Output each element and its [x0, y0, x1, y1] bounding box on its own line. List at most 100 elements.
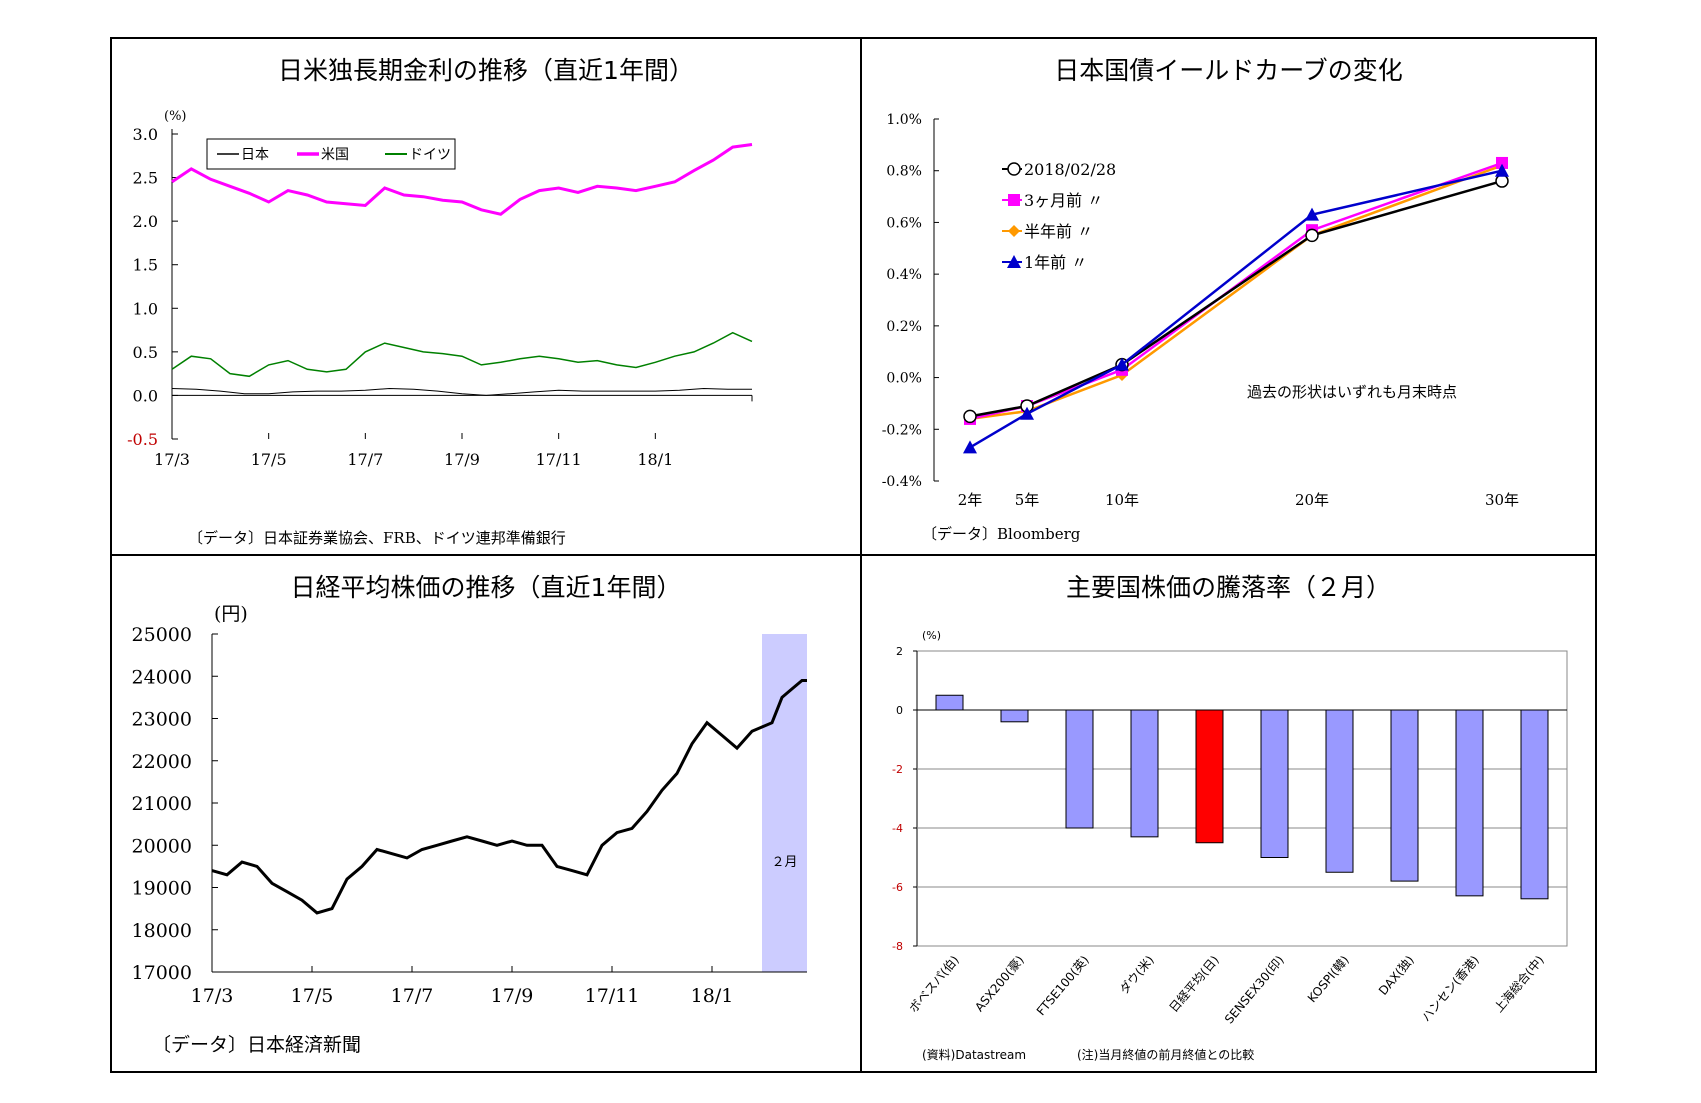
y-tick-label: 22000: [132, 751, 192, 773]
series-line-2: [171, 331, 753, 378]
legend-marker: [1008, 194, 1020, 206]
x-tick-label: FTSE100(英): [1034, 953, 1092, 1018]
y-tick-label: 0.6%: [886, 215, 922, 231]
x-tick-label: 17/11: [585, 985, 640, 1007]
y-tick-label: -8: [892, 940, 903, 953]
legend-label: 3ヶ月前 〃: [1024, 191, 1103, 210]
x-tick-label: 20年: [1295, 491, 1329, 509]
x-tick-label: 17/3: [191, 985, 234, 1007]
bar: [1130, 709, 1159, 838]
x-tick-label: 2年: [958, 491, 983, 509]
nikkei-chart: ２月 (円) 25000 24000 23000 22000 21000 20000 19000…: [132, 603, 807, 1007]
x-tick-label: 日経平均(日): [1166, 953, 1221, 1015]
data-point: [1305, 207, 1319, 221]
x-tick-label: 17/7: [391, 985, 434, 1007]
chart-title: 日米独長期金利の推移（直近1年間）: [278, 56, 694, 85]
bond-yields-chart: (%) 3.0 2.5 2.0 1.5 1.0 0.5 0.0 -0.517/3 17/5 17/7…: [127, 109, 753, 469]
series-line-3: [969, 169, 1503, 449]
data-point: [963, 409, 977, 424]
y-tick-label: -0.5: [127, 430, 158, 449]
legend-marker: [1008, 225, 1020, 237]
y-tick-label: 0.5: [133, 343, 158, 362]
chart-note: 過去の形状はいずれも月末時点: [1247, 383, 1458, 401]
legend-marker: [1007, 255, 1021, 268]
y-tick-label: -4: [892, 822, 903, 835]
x-tick-label: 17/5: [251, 450, 287, 469]
y-tick-label: 0.0%: [886, 371, 922, 387]
bar: [1455, 709, 1484, 897]
x-tick-label: 5年: [1015, 491, 1040, 509]
bar: [1000, 709, 1029, 723]
y-tick-label: 17000: [132, 962, 192, 984]
x-tick-label: ダウ(米): [1116, 952, 1157, 996]
chart-source: 〔データ〕日本証券業協会、FRB、ドイツ連邦準備銀行: [188, 529, 566, 547]
chart-source: 〔データ〕日本経済新聞: [152, 1034, 362, 1056]
y-tick-label: -0.4%: [882, 474, 922, 490]
data-point: [1305, 228, 1319, 243]
data-point: [963, 440, 977, 454]
x-tick-label: 18/1: [691, 985, 734, 1007]
y-tick-label: 0.4%: [886, 267, 922, 283]
y-tick-label: 2: [896, 645, 903, 658]
panel-nikkei: 日経平均株価の推移（直近1年間） ２月 (円) 25000 24000 23000 220…: [112, 556, 862, 1071]
x-tick-label: 30年: [1485, 491, 1519, 509]
bar: [1520, 709, 1549, 900]
x-tick-label: 17/9: [491, 985, 534, 1007]
x-tick-label: 17/3: [154, 450, 190, 469]
panel-bond-yields: 日米独長期金利の推移（直近1年間） (%) 3.0 2.5 2.0 1.5 1.0 0.5 0…: [112, 39, 862, 556]
data-point: [1495, 163, 1509, 177]
data-point: [1496, 156, 1508, 169]
legend-marker: [1007, 162, 1021, 176]
data-point: [1020, 406, 1034, 420]
y-tick-label: 0: [896, 704, 903, 717]
series-line: [211, 679, 807, 915]
bar: [935, 694, 964, 711]
data-point: [1115, 357, 1129, 371]
bar: [1390, 709, 1419, 882]
x-tick-label: ASX200(豪): [971, 952, 1026, 1014]
legend-label: 米国: [321, 147, 349, 163]
x-tick-label: ハンセン(香港): [1419, 953, 1482, 1024]
y-tick-label: -2: [892, 763, 903, 776]
y-tick-label: 3.0: [133, 125, 158, 144]
y-tick-label: 1.0%: [886, 112, 922, 128]
legend-box: [206, 138, 456, 170]
legend-label: ドイツ: [409, 147, 451, 163]
y-tick-label: 0.2%: [886, 319, 922, 335]
y-axis-unit: (円): [214, 603, 248, 625]
x-tick-label: 17/9: [444, 450, 480, 469]
x-tick-label: KOSPI(韓): [1305, 953, 1352, 1005]
y-tick-label: 23000: [132, 709, 192, 731]
legend-label: 日本: [241, 147, 269, 163]
y-axis-unit: (%): [922, 629, 941, 642]
x-tick-label: 17/5: [291, 985, 334, 1007]
x-tick-label: DAX(独): [1376, 953, 1417, 998]
bar: [1325, 709, 1354, 873]
chart-source: 〔データ〕Bloomberg: [922, 525, 1081, 543]
y-tick-label: 2.0: [133, 212, 158, 231]
y-tick-label: 21000: [132, 793, 192, 815]
chart-title: 日本国債イールドカーブの変化: [1054, 56, 1403, 85]
y-tick-label: 1.0: [133, 299, 158, 318]
y-tick-label: 19000: [132, 878, 192, 900]
data-point: [1495, 174, 1509, 188]
x-tick-label: SENSEX30(印): [1222, 953, 1287, 1027]
yield-curve-chart: 1.0% 0.8% 0.6% 0.4% 0.2% 0.0% -0.2% -0.4% 2年 5年 10…: [882, 112, 1519, 509]
chart-title: 日経平均株価の推移（直近1年間）: [290, 573, 682, 602]
bar: [1195, 709, 1224, 844]
series-line-0: [171, 387, 752, 396]
legend-label: 半年前 〃: [1024, 222, 1093, 241]
x-tick-label: 10年: [1105, 491, 1139, 509]
y-tick-label: 25000: [132, 624, 192, 646]
bar: [1065, 709, 1094, 829]
y-tick-label: 1.5: [133, 256, 158, 275]
legend-label: 1年前 〃: [1024, 253, 1087, 272]
y-tick-label: 2.5: [133, 169, 158, 188]
x-tick-label: 18/1: [637, 450, 673, 469]
x-tick-label: ボベスパ(伯): [906, 952, 962, 1015]
y-axis-unit: (%): [164, 109, 187, 124]
bar: [1260, 709, 1289, 858]
chart-source-left: (資料)Datastream: [922, 1048, 1027, 1062]
y-tick-label: 0.8%: [886, 164, 922, 180]
